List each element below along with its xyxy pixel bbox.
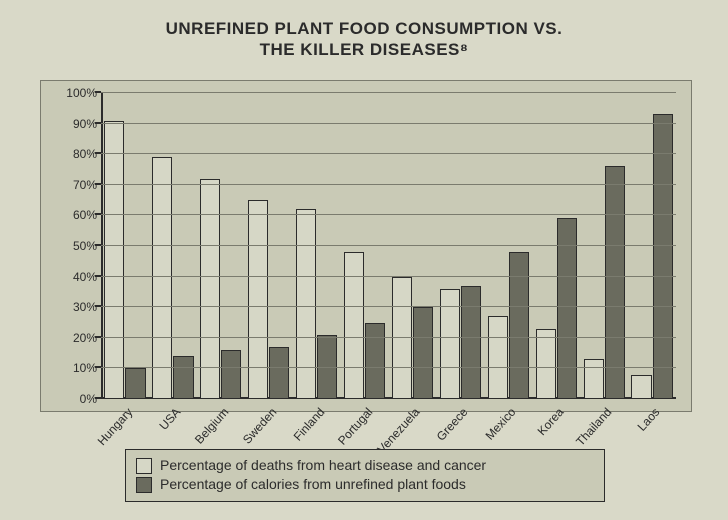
y-tick-label: 10% [73, 361, 97, 375]
bar-calories [413, 307, 433, 399]
x-tick-label: Korea [535, 405, 567, 438]
gridline [101, 245, 676, 246]
x-tick-label: Sweden [240, 405, 279, 447]
legend-item-calories: Percentage of calories from unrefined pl… [136, 475, 594, 495]
x-tick-label: Laos [635, 405, 663, 434]
bar-calories [605, 166, 625, 399]
gridline [101, 123, 676, 124]
x-tick-label: Belgium [192, 405, 231, 447]
bar-group [484, 93, 532, 399]
x-tick-label: Portugal [335, 405, 375, 448]
gridline [101, 214, 676, 215]
gridline [101, 337, 676, 338]
y-tick-label: 70% [73, 178, 97, 192]
bar-deaths [248, 200, 268, 399]
chart-title-line1: UNREFINED PLANT FOOD CONSUMPTION VS. [0, 18, 728, 39]
bar-group [580, 93, 628, 399]
bar-deaths [104, 121, 124, 399]
gridline [101, 276, 676, 277]
x-tick-label: Greece [434, 405, 471, 444]
chart-area: 0%10%20%30%40%50%60%70%80%90%100% Hungar… [40, 80, 692, 412]
y-tick [95, 366, 101, 368]
x-tick-label: Finland [290, 405, 327, 444]
bar-deaths [631, 375, 651, 399]
y-tick-label: 90% [73, 117, 97, 131]
bar-groups [101, 93, 676, 399]
page: UNREFINED PLANT FOOD CONSUMPTION VS. THE… [0, 0, 728, 520]
bar-deaths [296, 209, 316, 399]
y-tick-label: 40% [73, 270, 97, 284]
bar-group [341, 93, 389, 399]
legend-swatch-dark [136, 477, 152, 493]
y-tick [95, 305, 101, 307]
bar-group [532, 93, 580, 399]
gridline [101, 367, 676, 368]
plot-area: 0%10%20%30%40%50%60%70%80%90%100% [101, 93, 676, 399]
y-tick [95, 244, 101, 246]
bar-group [197, 93, 245, 399]
y-tick-label: 50% [73, 239, 97, 253]
x-tick-label: USA [156, 405, 183, 433]
bar-deaths [344, 252, 364, 399]
bar-calories [365, 323, 385, 400]
y-tick-label: 30% [73, 300, 97, 314]
y-tick [95, 152, 101, 154]
y-tick [95, 336, 101, 338]
bar-group [149, 93, 197, 399]
y-tick [95, 397, 101, 399]
bar-deaths [536, 329, 556, 399]
gridline [101, 92, 676, 93]
x-tick-label: Thailand [573, 405, 614, 449]
y-tick [95, 213, 101, 215]
legend-swatch-light [136, 458, 152, 474]
x-tick-label: Mexico [483, 405, 519, 443]
y-tick [95, 275, 101, 277]
bar-calories [461, 286, 481, 399]
bar-group [245, 93, 293, 399]
bar-group [101, 93, 149, 399]
gridline [101, 184, 676, 185]
bar-calories [125, 368, 145, 399]
y-tick-label: 60% [73, 208, 97, 222]
legend-label-deaths: Percentage of deaths from heart disease … [160, 456, 486, 476]
bar-group [436, 93, 484, 399]
bar-calories [269, 347, 289, 399]
bar-deaths [200, 179, 220, 399]
bar-calories [173, 356, 193, 399]
bar-deaths [488, 316, 508, 399]
gridline [101, 153, 676, 154]
legend-label-calories: Percentage of calories from unrefined pl… [160, 475, 466, 495]
bar-group [389, 93, 437, 399]
bar-calories [509, 252, 529, 399]
gridline [101, 306, 676, 307]
legend-item-deaths: Percentage of deaths from heart disease … [136, 456, 594, 476]
legend: Percentage of deaths from heart disease … [125, 449, 605, 502]
y-tick [95, 91, 101, 93]
y-tick-label: 100% [66, 86, 97, 100]
bar-deaths [152, 157, 172, 399]
x-tick-label: Hungary [95, 405, 136, 448]
y-tick-label: 80% [73, 147, 97, 161]
y-tick-label: 20% [73, 331, 97, 345]
y-tick [95, 122, 101, 124]
bar-calories [221, 350, 241, 399]
y-tick-label: 0% [80, 392, 97, 406]
chart-title-line2: THE KILLER DISEASES⁸ [0, 39, 728, 60]
bar-group [293, 93, 341, 399]
bar-group [628, 93, 676, 399]
y-tick [95, 183, 101, 185]
bar-calories [653, 114, 673, 399]
bar-deaths [584, 359, 604, 399]
chart-title: UNREFINED PLANT FOOD CONSUMPTION VS. THE… [0, 18, 728, 61]
